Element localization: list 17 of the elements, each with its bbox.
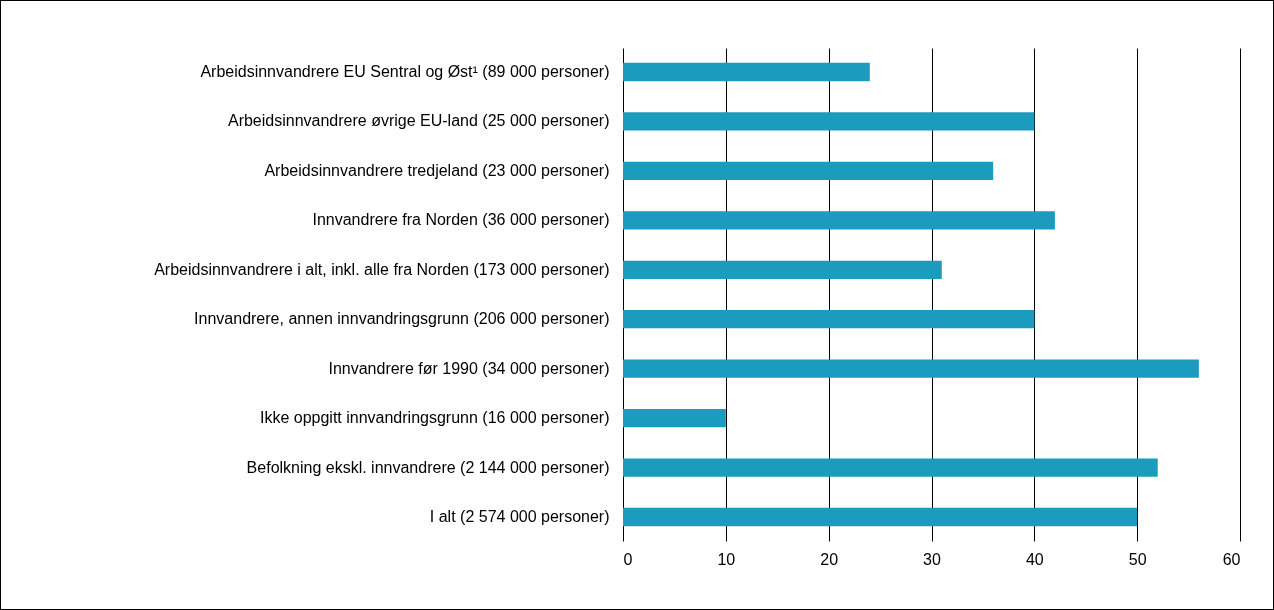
- x-tick-label: 10: [717, 550, 736, 568]
- x-tick-label: 20: [820, 550, 839, 568]
- x-tick-label: 0: [623, 550, 633, 568]
- y-tick-label: Arbeidsinnvandrere i alt, inkl. alle fra Norden (173 000 personer): [154, 260, 610, 278]
- y-tick-label: Arbeidsinnvandrere øvrige EU-land (25 000 personer): [227, 112, 610, 130]
- y-tick-label: Innvandrere, annen innvandringsgrunn (206 000 personer): [194, 310, 610, 328]
- y-tick-label: Arbeidsinnvandrere EU Sentral og Øst¹ (89 000 personer): [200, 62, 610, 80]
- y-tick-label: Innvandrere før 1990 (34 000 personer): [328, 359, 610, 377]
- y-tick-label: I alt (2 574 000 personer): [429, 508, 610, 526]
- y-tick-label: Innvandrere fra Norden (36 000 personer): [312, 211, 610, 229]
- y-tick-label: Befolkning ekskl. innvandrere (2 144 000 personer): [246, 458, 610, 476]
- x-tick-label: 60: [1222, 550, 1241, 568]
- x-tick-label: 50: [1128, 550, 1147, 568]
- x-tick-label: 40: [1025, 550, 1044, 568]
- y-tick-label: Arbeidsinnvandrere tredjeland (23 000 personer): [264, 161, 610, 179]
- x-tick-label: 30: [923, 550, 941, 568]
- y-tick-label: Ikke oppgitt innvandringsgrunn (16 000 personer): [259, 409, 610, 427]
